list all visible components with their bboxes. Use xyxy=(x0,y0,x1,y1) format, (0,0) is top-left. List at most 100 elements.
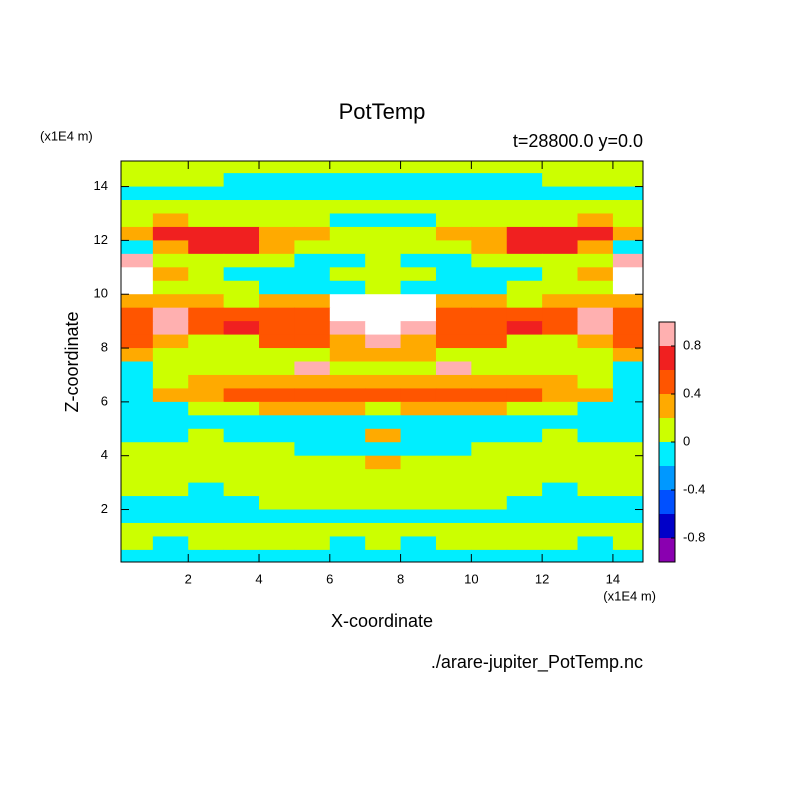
contour-cell xyxy=(506,348,543,363)
contour-cell xyxy=(542,321,579,336)
contour-cell xyxy=(294,321,331,336)
contour-cell xyxy=(435,415,472,430)
contour-cell xyxy=(329,509,366,524)
contour-cell xyxy=(365,549,402,562)
contour-cell xyxy=(506,294,543,309)
contour-cell xyxy=(400,482,437,497)
contour-cell xyxy=(223,428,260,443)
contour-cell xyxy=(435,321,472,336)
contour-cell xyxy=(577,428,614,443)
contour-cell xyxy=(152,334,189,349)
contour-cell xyxy=(612,186,643,201)
contour-cell xyxy=(188,496,225,511)
contour-cell xyxy=(577,321,614,336)
contour-cell xyxy=(294,253,331,268)
contour-cell xyxy=(329,549,366,562)
contour-cell xyxy=(435,186,472,201)
contour-cell xyxy=(435,280,472,295)
contour-cell xyxy=(542,307,579,322)
contour-cell xyxy=(612,294,643,309)
contour-cell xyxy=(471,509,508,524)
colorbar-band xyxy=(659,418,675,442)
contour-cell xyxy=(259,294,296,309)
contour-cell xyxy=(471,469,508,484)
contour-cell xyxy=(223,226,260,241)
contour-cell xyxy=(365,267,402,282)
contour-cell xyxy=(223,442,260,457)
colorbar-tick-label: -0.4 xyxy=(683,481,705,496)
contour-cell xyxy=(506,469,543,484)
contour-cell xyxy=(188,321,225,336)
contour-cell xyxy=(223,536,260,551)
contour-cell xyxy=(400,267,437,282)
contour-cell xyxy=(471,294,508,309)
contour-cell xyxy=(612,213,643,228)
contour-cell xyxy=(152,213,189,228)
contour-cell xyxy=(152,226,189,241)
contour-cell xyxy=(223,253,260,268)
contour-cell xyxy=(400,415,437,430)
contour-cell xyxy=(188,469,225,484)
contour-cell xyxy=(259,509,296,524)
contour-cell xyxy=(542,388,579,403)
contour-cell xyxy=(188,482,225,497)
contour-cell xyxy=(542,280,579,295)
contour-cell xyxy=(612,401,643,416)
contour-cell xyxy=(152,348,189,363)
contour-cell xyxy=(365,522,402,538)
contour-cell xyxy=(188,200,225,215)
colorbar-tick-label: -0.8 xyxy=(683,529,705,544)
contour-cell xyxy=(259,186,296,201)
contour-cell xyxy=(435,536,472,551)
contour-cell xyxy=(329,361,366,376)
contour-cell xyxy=(223,455,260,470)
contour-cell xyxy=(329,348,366,363)
contour-cell xyxy=(506,267,543,282)
contour-cell xyxy=(259,469,296,484)
contour-cell xyxy=(365,388,402,403)
contour-cell xyxy=(400,496,437,511)
contour-cell xyxy=(400,334,437,349)
contour-cell xyxy=(435,226,472,241)
contour-cell xyxy=(188,161,225,174)
contour-field xyxy=(121,161,643,562)
contour-cell xyxy=(188,374,225,390)
contour-cell xyxy=(259,240,296,255)
contour-cell xyxy=(577,482,614,497)
contour-cell xyxy=(435,509,472,524)
contour-cell xyxy=(506,361,543,376)
x-tick-label: 10 xyxy=(464,571,478,586)
contour-cell xyxy=(435,401,472,416)
contour-cell xyxy=(223,361,260,376)
contour-cell xyxy=(506,522,543,538)
contour-cell xyxy=(577,213,614,228)
contour-cell xyxy=(506,482,543,497)
contour-cell xyxy=(400,307,437,322)
contour-cell xyxy=(400,374,437,390)
x-tick-label: 4 xyxy=(255,571,262,586)
contour-cell xyxy=(121,388,154,403)
contour-cell xyxy=(121,307,154,322)
contour-cell xyxy=(152,294,189,309)
contour-cell xyxy=(329,334,366,349)
contour-cell xyxy=(259,442,296,457)
contour-cell xyxy=(542,294,579,309)
contour-cell xyxy=(121,253,154,268)
contour-cell xyxy=(542,161,579,174)
contour-cell xyxy=(121,280,154,295)
y-tick-label: 10 xyxy=(94,286,108,301)
contour-cell xyxy=(259,348,296,363)
contour-cell xyxy=(435,522,472,538)
colorbar-tick-label: 0.8 xyxy=(683,337,701,352)
x-tick-label: 14 xyxy=(606,571,620,586)
contour-cell xyxy=(400,173,437,188)
contour-cell xyxy=(471,240,508,255)
contour-cell xyxy=(259,280,296,295)
contour-cell xyxy=(400,509,437,524)
contour-cell xyxy=(152,361,189,376)
x-tick-label: 8 xyxy=(397,571,404,586)
contour-cell xyxy=(577,240,614,255)
contour-cell xyxy=(612,200,643,215)
contour-cell xyxy=(435,240,472,255)
contour-cell xyxy=(121,522,154,538)
